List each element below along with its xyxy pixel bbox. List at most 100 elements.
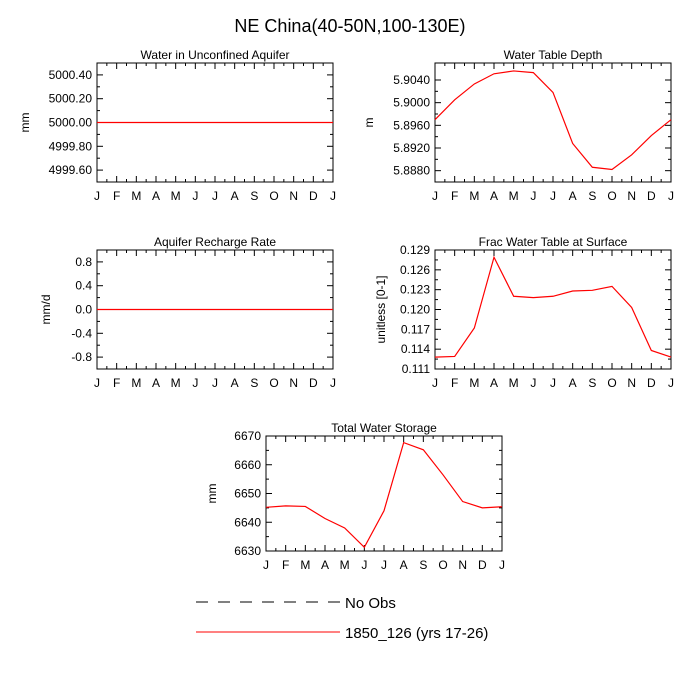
y-tick-label: 0.126 [400,263,430,277]
y-axis-label: mm [205,484,219,504]
x-tick-label: J [668,376,674,390]
x-tick-label: D [478,558,487,572]
x-tick-label: A [321,558,329,572]
series-line-1 [434,255,672,358]
x-tick-label: D [647,376,656,390]
x-tick-label: S [250,376,258,390]
x-tick-label: A [569,189,577,203]
y-tick-label: 6640 [234,515,261,529]
x-tick-label: F [451,189,458,203]
x-tick-label: A [231,376,239,390]
y-axis-label: m [362,118,376,128]
x-tick-label: N [627,189,636,203]
y-tick-label: 6660 [234,458,261,472]
x-tick-label: O [269,189,278,203]
x-tick-label: J [212,376,218,390]
x-tick-label: A [152,376,160,390]
x-tick-label: S [419,558,427,572]
x-tick-label: J [668,189,674,203]
x-tick-label: F [451,376,458,390]
x-tick-label: J [361,558,367,572]
plot-frame [434,249,672,370]
y-tick-label: 6630 [234,544,261,558]
x-tick-label: D [309,376,318,390]
x-tick-label: F [113,376,120,390]
x-tick-label: A [490,189,498,203]
y-tick-label: 0.111 [402,362,431,376]
x-tick-label: J [550,189,556,203]
y-tick-label: 0.8 [75,255,92,269]
x-tick-label: M [171,376,181,390]
y-axis-label: unitless [0-1] [374,275,388,343]
x-tick-label: M [131,189,141,203]
x-tick-label: M [469,376,479,390]
y-tick-label: 5.9000 [393,96,430,110]
y-tick-label: 0.0 [75,303,92,317]
figure-title: NE China(40-50N,100-130E) [234,16,465,36]
y-tick-label: -0.8 [71,350,92,364]
legend-label-model: 1850_126 (yrs 17-26) [345,625,488,642]
x-tick-label: S [250,189,258,203]
plot-frame [265,435,503,552]
x-tick-label: J [330,189,336,203]
x-tick-label: J [94,189,100,203]
y-tick-label: 0.129 [400,243,430,257]
y-tick-label: 6670 [234,429,261,443]
x-tick-label: A [152,189,160,203]
x-tick-label: N [289,376,298,390]
legend-label-no-obs: No Obs [345,595,396,612]
x-tick-label: D [647,189,656,203]
x-tick-label: N [289,189,298,203]
x-tick-label: F [282,558,289,572]
x-tick-label: J [432,189,438,203]
x-tick-label: M [171,189,181,203]
x-tick-label: M [509,189,519,203]
series-line-1 [265,441,503,549]
panel-title: Water in Unconfined Aquifer [141,48,290,62]
x-tick-label: F [113,189,120,203]
x-tick-label: J [530,189,536,203]
panel-title: Total Water Storage [331,421,437,435]
x-tick-label: D [309,189,318,203]
x-tick-label: J [432,376,438,390]
x-tick-label: A [231,189,239,203]
y-tick-label: 5.8920 [393,141,430,155]
x-tick-label: S [588,376,596,390]
x-tick-label: J [530,376,536,390]
y-axis-label: mm [18,113,32,133]
y-tick-label: 0.117 [401,322,430,336]
x-tick-label: J [330,376,336,390]
y-axis-label: mm/d [39,295,53,325]
x-tick-label: J [499,558,505,572]
x-tick-label: J [192,189,198,203]
x-tick-label: M [340,558,350,572]
x-tick-label: N [458,558,467,572]
y-tick-label: -0.4 [71,326,92,340]
x-tick-label: M [469,189,479,203]
x-tick-label: A [490,376,498,390]
y-tick-label: 5000.00 [49,116,93,130]
y-tick-label: 6650 [234,487,261,501]
panel-title: Frac Water Table at Surface [479,235,628,249]
x-tick-label: S [588,189,596,203]
x-tick-label: J [212,189,218,203]
x-tick-label: A [569,376,577,390]
y-tick-label: 4999.80 [49,139,93,153]
x-tick-label: J [550,376,556,390]
x-tick-label: O [607,376,616,390]
legend: No Obs 1850_126 (yrs 17-26) [196,595,488,642]
y-tick-label: 5.8880 [393,164,430,178]
x-tick-label: M [300,558,310,572]
x-tick-label: J [192,376,198,390]
y-tick-label: 5000.40 [49,68,93,82]
y-tick-label: 5.8960 [393,118,430,132]
y-tick-label: 4999.60 [49,163,93,177]
y-tick-label: 0.4 [75,279,92,293]
x-tick-label: A [400,558,408,572]
